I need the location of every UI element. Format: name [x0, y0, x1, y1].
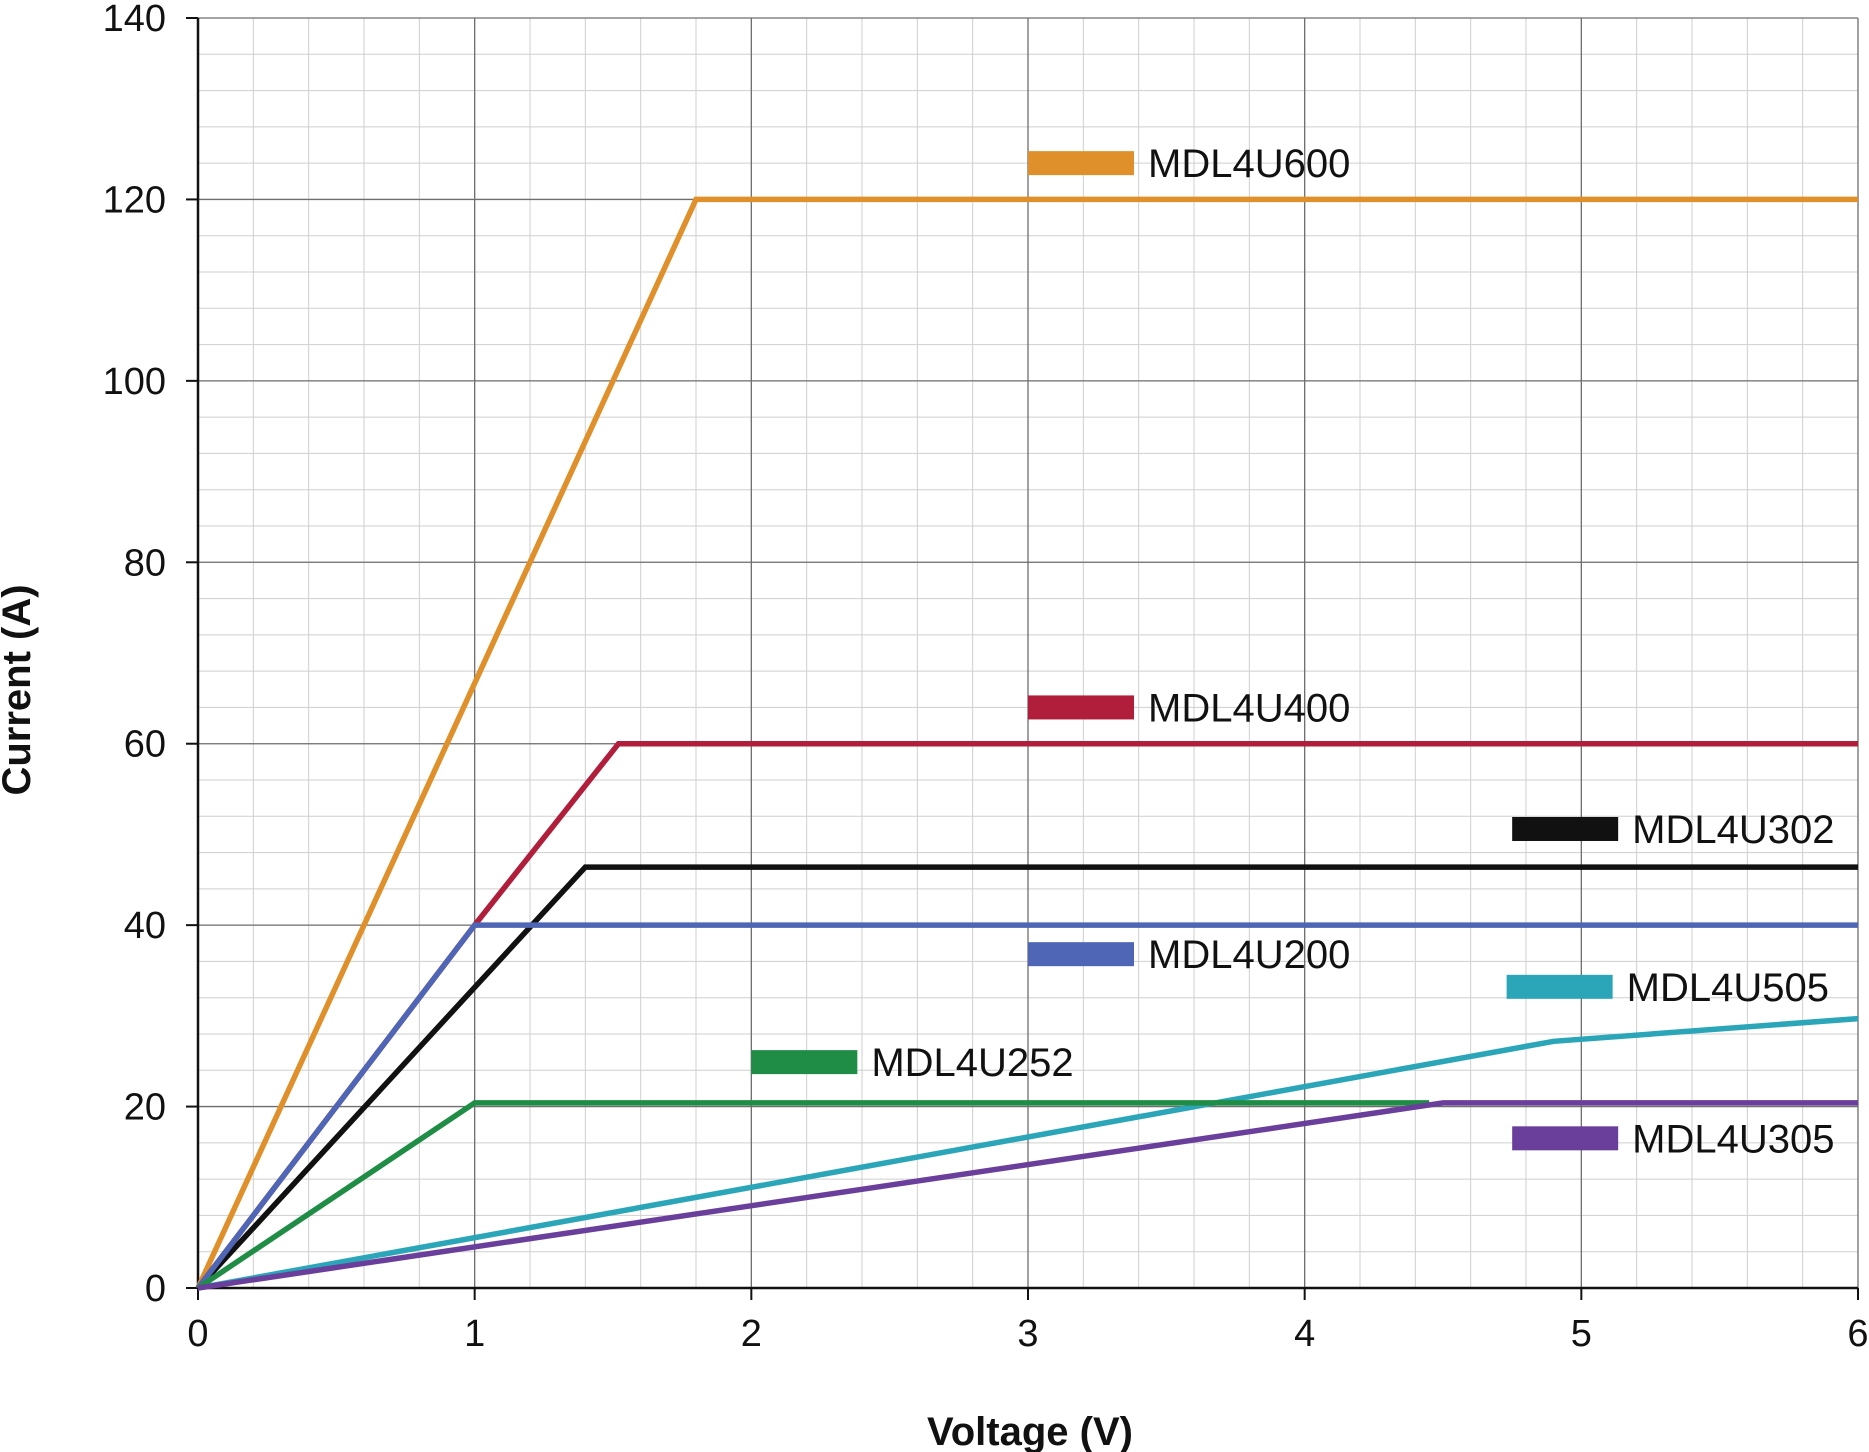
- series-line-mdl4u305: [197, 1100, 1858, 1291]
- y-tick-label: 40: [124, 905, 166, 947]
- series-line-mdl4u505: [197, 1015, 1859, 1291]
- legend-label-mdl4u302: MDL4U302: [1632, 808, 1834, 852]
- legend-swatch-mdl4u400: [1028, 695, 1134, 720]
- series-line-mdl4u600: [195, 196, 1858, 1290]
- legend-swatch-mdl4u252: [751, 1050, 858, 1075]
- x-tick-label: 6: [1847, 1313, 1868, 1355]
- legend: MDL4U600 MDL4U400 MDL4U302 MDL4U200 MDL4U505…: [751, 142, 1834, 1161]
- y-tick-label: 20: [124, 1087, 166, 1129]
- series-line-mdl4u200: [195, 922, 1858, 1290]
- legend-label-mdl4u505: MDL4U505: [1627, 966, 1829, 1010]
- series-line-mdl4u252: [196, 1100, 1430, 1291]
- y-tick-label: 0: [145, 1268, 166, 1310]
- x-tick-label: 4: [1294, 1313, 1315, 1355]
- y-axis-title: Current (A): [0, 584, 39, 795]
- legend-swatch-mdl4u200: [1028, 942, 1134, 967]
- y-tick-label: 140: [103, 0, 166, 40]
- legend-swatch-mdl4u302: [1512, 816, 1619, 841]
- y-tick-label: 120: [103, 179, 166, 221]
- x-tick-label: 0: [187, 1313, 208, 1355]
- legend-label-mdl4u200: MDL4U200: [1148, 933, 1350, 977]
- x-axis-title: Voltage (V): [927, 1410, 1133, 1452]
- x-tick-label: 1: [464, 1313, 485, 1355]
- major-grid: [197, 17, 1859, 1289]
- legend-label-mdl4u252: MDL4U252: [871, 1041, 1073, 1085]
- x-tick-label: 5: [1571, 1313, 1592, 1355]
- legend-label-mdl4u305: MDL4U305: [1632, 1117, 1834, 1161]
- legend-swatch-mdl4u600: [1028, 151, 1134, 176]
- legend-label-mdl4u600: MDL4U600: [1148, 142, 1350, 186]
- legend-swatch-mdl4u505: [1506, 974, 1613, 999]
- axes: [186, 17, 1859, 1300]
- legend-swatch-mdl4u305: [1512, 1126, 1619, 1151]
- x-tick-label: 2: [741, 1313, 762, 1355]
- series-line-mdl4u302: [195, 864, 1858, 1290]
- y-tick-label: 80: [124, 542, 166, 584]
- x-tick-label: 3: [1017, 1313, 1038, 1355]
- y-tick-label: 100: [103, 361, 166, 403]
- series-lines: [195, 196, 1859, 1291]
- y-tick-label: 60: [124, 724, 166, 766]
- legend-label-mdl4u400: MDL4U400: [1148, 686, 1350, 730]
